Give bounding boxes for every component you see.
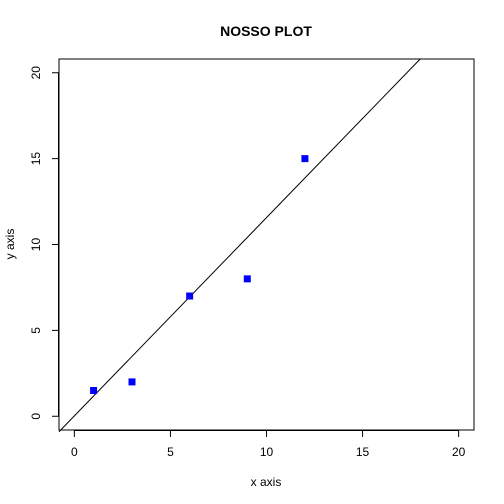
y-tick-label: 20 (29, 66, 43, 80)
data-point-5 (301, 155, 309, 163)
x-axis-label: x axis (251, 475, 282, 489)
x-tick-label: 0 (71, 445, 78, 459)
fit-line (58, 58, 421, 433)
x-tick-label: 5 (167, 445, 174, 459)
y-axis-label: y axis (3, 229, 17, 260)
x-tick-label: 20 (452, 445, 466, 459)
plot-area (58, 58, 475, 431)
y-tick-label: 15 (29, 152, 43, 166)
data-point-3 (186, 292, 194, 300)
data-point-1 (90, 386, 98, 394)
data-points-group (90, 155, 309, 394)
y-axis: 0 5 10 15 20 (29, 66, 59, 420)
x-tick-label: 10 (260, 445, 274, 459)
y-tick-label: 5 (29, 327, 43, 334)
y-tick-label: 0 (29, 413, 43, 420)
data-point-4 (243, 275, 251, 283)
data-point-2 (128, 378, 136, 386)
x-tick-label: 15 (356, 445, 370, 459)
fit-line-group (58, 58, 421, 433)
x-axis: 0 5 10 15 20 (71, 430, 466, 459)
y-tick-label: 10 (29, 238, 43, 252)
chart-title: NOSSO PLOT (220, 23, 312, 39)
